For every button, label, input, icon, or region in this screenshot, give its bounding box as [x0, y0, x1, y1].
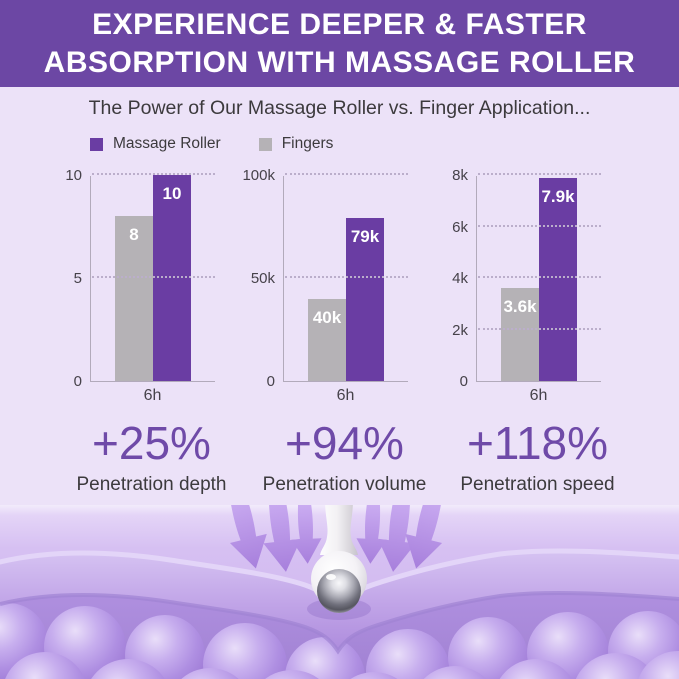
stat-value: +118%	[466, 417, 609, 469]
molecule-sphere	[91, 659, 165, 679]
y-tick-label: 4k	[452, 270, 468, 287]
y-tick-label: 0	[266, 373, 275, 390]
y-tick-label: 0	[73, 373, 82, 390]
molecule-sphere	[5, 652, 85, 679]
x-axis-label: 6h	[529, 387, 548, 404]
y-axis: 0 2k 4k 6k 8k	[441, 167, 476, 390]
bar-chart-penetration-volume: 0 50k 100k 40k 79k 6h	[242, 160, 441, 404]
x-axis-label: 6h	[143, 387, 162, 404]
legend-label-massage-roller: Massage Roller	[113, 135, 221, 152]
legend-item-massage-roller: Massage Roller	[90, 135, 221, 153]
gridline	[478, 276, 601, 278]
bars-group: 3.6k 7.9k	[477, 177, 601, 381]
bar-massage-roller: 79k	[346, 218, 384, 381]
stats-row: +25% Penetration depth +94% Penetration …	[0, 418, 679, 496]
plot-area: 3.6k 7.9k	[476, 173, 601, 382]
molecule-sphere	[448, 617, 528, 679]
header-title-line2: ABSORPTION WITH MASSAGE ROLLER	[43, 45, 636, 79]
molecule-sphere	[181, 668, 239, 679]
y-tick-label: 5	[73, 270, 82, 287]
bar-value-label: 40k	[312, 307, 342, 327]
massage-roller-illustration	[0, 505, 679, 679]
stat-label: Penetration speed	[460, 474, 615, 495]
header-title-line1: EXPERIENCE DEEPER & FASTER	[92, 7, 587, 41]
gridline	[285, 173, 408, 175]
y-tick-label: 100k	[242, 167, 275, 184]
stat-value: +94%	[285, 417, 404, 469]
legend-swatch-massage-roller	[90, 137, 103, 151]
legend-item-fingers: Fingers	[258, 135, 334, 153]
bar-value-label: 10	[162, 184, 182, 203]
chart-subtitle: The Power of Our Massage Roller vs. Fing…	[88, 97, 591, 119]
massage-roller-device	[307, 505, 371, 620]
molecule-sphere	[265, 670, 319, 679]
stat-label: Penetration depth	[76, 474, 227, 495]
bar-fingers: 3.6k	[501, 288, 539, 381]
stat-penetration-speed: +118% Penetration speed	[441, 418, 634, 496]
y-tick-label: 8k	[452, 167, 468, 184]
bar-fingers: 8	[115, 216, 153, 381]
molecule-sphere	[366, 629, 450, 679]
gridline	[478, 224, 601, 227]
stat-penetration-volume: +94% Penetration volume	[248, 418, 441, 496]
bar-value-label: 3.6k	[503, 297, 537, 317]
y-axis: 0 5 10	[55, 167, 90, 390]
skin-band	[0, 550, 679, 651]
stat-penetration-depth: +25% Penetration depth	[55, 418, 248, 496]
roller-handle	[320, 505, 358, 555]
bar-massage-roller: 10	[153, 175, 191, 381]
bar-value-label: 8	[129, 225, 139, 245]
bar-massage-roller: 7.9k	[539, 177, 577, 381]
legend-swatch-fingers	[258, 137, 272, 151]
gridline	[478, 327, 601, 330]
x-axis-label: 6h	[336, 387, 355, 404]
y-tick-label: 0	[459, 373, 468, 390]
molecule-sphere	[499, 659, 573, 679]
y-tick-label: 50k	[250, 270, 275, 287]
molecule-sphere	[638, 651, 679, 679]
bar-value-label: 79k	[350, 227, 380, 247]
molecule-sphere	[575, 653, 657, 679]
plot-area: 8 10	[90, 173, 215, 382]
bar-chart-penetration-depth: 0 5 10 8 10 6h	[55, 160, 248, 404]
molecule-sphere	[350, 672, 398, 679]
bar-chart-penetration-speed: 0 2k 4k 6k 8k 3.6k 7.9k 6h	[441, 160, 634, 404]
chart-legend: Massage Roller Fingers	[0, 130, 679, 158]
molecule-sphere	[423, 666, 487, 679]
gridline	[92, 276, 215, 278]
bar-fingers: 40k	[308, 298, 346, 381]
y-tick-label: 10	[65, 167, 82, 184]
molecule-spheres	[0, 603, 679, 679]
bars-group: 8 10	[91, 175, 215, 381]
stat-value: +25%	[92, 417, 211, 469]
y-axis: 0 50k 100k	[242, 167, 283, 390]
stat-label: Penetration volume	[262, 474, 427, 495]
gridline	[478, 173, 601, 175]
roller-ball-specular	[326, 574, 336, 580]
y-tick-label: 6k	[452, 218, 468, 236]
y-tick-label: 2k	[452, 321, 468, 339]
molecule-sphere	[285, 637, 365, 679]
bars-group: 40k 79k	[284, 218, 408, 381]
roller-ball	[317, 569, 361, 613]
legend-label-fingers: Fingers	[281, 135, 334, 152]
gridline	[92, 173, 215, 175]
skin-shadow-edge	[0, 590, 679, 655]
charts-row: 0 5 10 8 10 6h 0 50k 100k 40k 79k 6h 0 2k 4k 6k 8k…	[0, 160, 679, 404]
header-banner: EXPERIENCE DEEPER & FASTER ABSORPTION WI…	[0, 0, 679, 87]
molecule-sphere	[203, 623, 287, 679]
bar-value-label: 7.9k	[541, 186, 575, 206]
plot-area: 40k 79k	[283, 173, 408, 382]
gridline	[285, 276, 408, 278]
